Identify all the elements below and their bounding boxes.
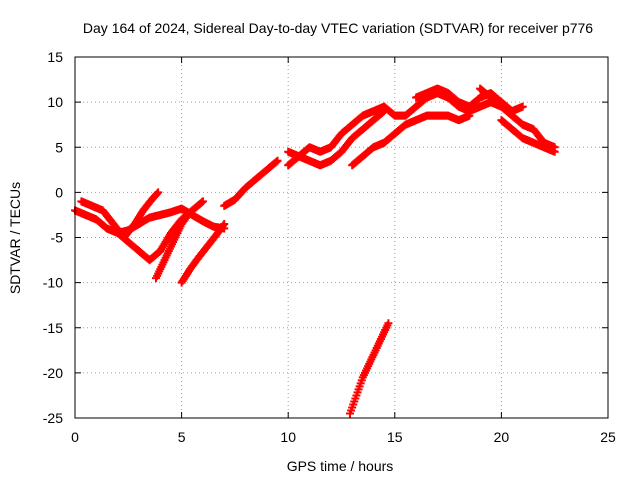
x-tick-label: 0 xyxy=(71,429,79,445)
data-point xyxy=(198,197,207,206)
data-points xyxy=(71,84,559,418)
axis-ticks: 0 5 10 15 20 25 -25 -20 -15 -10 -5 0 5 10 15 xyxy=(43,49,616,445)
y-tick-label: -5 xyxy=(51,230,64,246)
y-tick-label: -20 xyxy=(43,365,63,381)
series-arc4 xyxy=(152,210,192,283)
x-tick-label: 25 xyxy=(600,429,616,445)
series-arc11 xyxy=(476,84,559,152)
y-tick-label: -10 xyxy=(43,275,63,291)
x-tick-label: 15 xyxy=(387,429,403,445)
series-arc6 xyxy=(220,156,282,210)
series-arc13 xyxy=(346,319,393,418)
x-tick-label: 10 xyxy=(280,429,296,445)
data-point xyxy=(154,188,163,197)
data-point xyxy=(182,212,191,221)
data-point xyxy=(220,219,229,228)
y-tick-label: 5 xyxy=(55,139,63,155)
y-tick-label: 10 xyxy=(47,94,63,110)
data-point xyxy=(153,189,162,198)
series-arc12 xyxy=(497,116,559,156)
y-tick-label: 15 xyxy=(47,49,63,65)
chart-title: Day 164 of 2024, Sidereal Day-to-day VTE… xyxy=(83,20,593,36)
series-arc9 xyxy=(348,111,474,170)
y-axis-label: SDTVAR / TECUs xyxy=(7,182,23,294)
data-point xyxy=(384,319,393,328)
data-point xyxy=(465,111,474,120)
data-point xyxy=(219,221,228,230)
x-tick-label: 20 xyxy=(494,429,510,445)
series-arc5 xyxy=(177,219,229,287)
x-axis-label: GPS time / hours xyxy=(287,458,394,474)
data-point xyxy=(518,102,527,111)
data-point xyxy=(550,147,559,156)
series-arc8 xyxy=(284,89,506,170)
y-tick-label: -25 xyxy=(43,410,63,426)
data-point xyxy=(273,156,282,165)
y-tick-label: 0 xyxy=(55,184,63,200)
y-tick-label: -15 xyxy=(43,320,63,336)
x-tick-label: 5 xyxy=(178,429,186,445)
plot-frame xyxy=(74,56,609,419)
data-point xyxy=(183,210,192,219)
